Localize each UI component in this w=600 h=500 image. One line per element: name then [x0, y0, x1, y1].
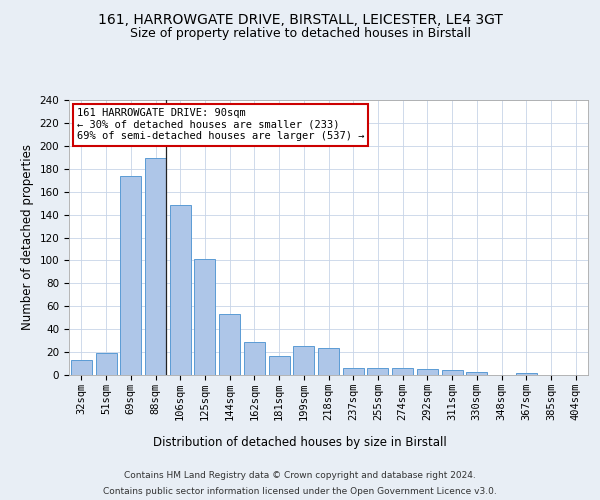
Bar — [219, 314, 240, 375]
Text: Contains public sector information licensed under the Open Government Licence v3: Contains public sector information licen… — [103, 486, 497, 496]
Bar — [194, 260, 215, 375]
Y-axis label: Number of detached properties: Number of detached properties — [21, 144, 34, 330]
Bar — [392, 368, 413, 375]
Text: 161 HARROWGATE DRIVE: 90sqm
← 30% of detached houses are smaller (233)
69% of se: 161 HARROWGATE DRIVE: 90sqm ← 30% of det… — [77, 108, 364, 142]
Bar — [145, 158, 166, 375]
Bar — [417, 370, 438, 375]
Text: Contains HM Land Registry data © Crown copyright and database right 2024.: Contains HM Land Registry data © Crown c… — [124, 472, 476, 480]
Bar — [269, 356, 290, 375]
Bar — [516, 372, 537, 375]
Text: Distribution of detached houses by size in Birstall: Distribution of detached houses by size … — [153, 436, 447, 449]
Bar — [367, 368, 388, 375]
Bar — [244, 342, 265, 375]
Bar — [293, 346, 314, 375]
Bar — [120, 176, 141, 375]
Bar — [466, 372, 487, 375]
Bar — [318, 348, 339, 375]
Bar — [343, 368, 364, 375]
Bar — [442, 370, 463, 375]
Text: Size of property relative to detached houses in Birstall: Size of property relative to detached ho… — [130, 28, 470, 40]
Bar — [170, 206, 191, 375]
Bar — [71, 360, 92, 375]
Bar — [95, 353, 116, 375]
Text: 161, HARROWGATE DRIVE, BIRSTALL, LEICESTER, LE4 3GT: 161, HARROWGATE DRIVE, BIRSTALL, LEICEST… — [98, 12, 502, 26]
